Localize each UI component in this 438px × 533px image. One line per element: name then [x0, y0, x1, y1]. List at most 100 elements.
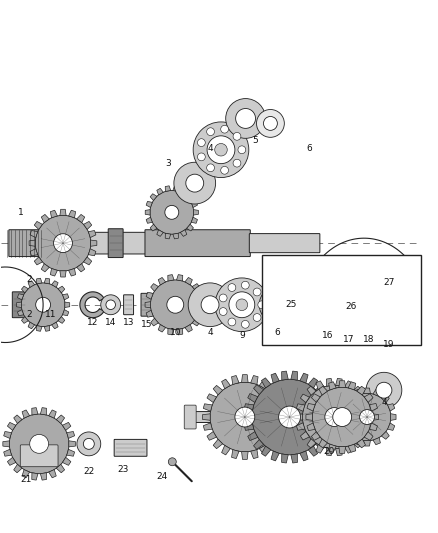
Circle shape — [219, 308, 227, 316]
Polygon shape — [80, 292, 104, 318]
Polygon shape — [146, 310, 153, 317]
Polygon shape — [22, 470, 30, 478]
Polygon shape — [158, 278, 166, 285]
Circle shape — [325, 408, 344, 426]
Polygon shape — [198, 292, 205, 299]
Polygon shape — [49, 470, 56, 478]
Polygon shape — [77, 214, 85, 223]
Text: 5: 5 — [252, 136, 258, 146]
Circle shape — [174, 162, 215, 204]
Polygon shape — [185, 278, 192, 285]
Polygon shape — [372, 414, 378, 421]
Polygon shape — [17, 302, 21, 308]
Polygon shape — [194, 209, 198, 215]
Circle shape — [168, 458, 176, 466]
Circle shape — [335, 291, 363, 319]
Circle shape — [287, 287, 322, 322]
Polygon shape — [165, 233, 171, 239]
Circle shape — [236, 109, 255, 128]
Polygon shape — [34, 221, 42, 229]
Circle shape — [198, 153, 205, 161]
FancyBboxPatch shape — [396, 271, 403, 282]
Circle shape — [210, 382, 279, 452]
Circle shape — [207, 164, 215, 172]
Polygon shape — [381, 395, 389, 403]
Circle shape — [364, 300, 374, 310]
FancyBboxPatch shape — [262, 255, 421, 344]
Polygon shape — [364, 394, 373, 402]
Circle shape — [198, 139, 205, 147]
Polygon shape — [285, 283, 291, 289]
Polygon shape — [297, 404, 305, 411]
Text: 9: 9 — [239, 331, 245, 340]
Polygon shape — [299, 278, 304, 282]
FancyBboxPatch shape — [249, 233, 320, 253]
Polygon shape — [359, 321, 366, 328]
Polygon shape — [151, 284, 159, 291]
Polygon shape — [29, 240, 35, 246]
Text: 4: 4 — [207, 328, 213, 337]
Circle shape — [259, 286, 296, 323]
Text: 22: 22 — [83, 467, 95, 476]
Text: 16: 16 — [321, 331, 333, 340]
Polygon shape — [373, 438, 381, 445]
Circle shape — [221, 125, 229, 133]
Polygon shape — [198, 310, 205, 317]
Polygon shape — [22, 410, 30, 418]
Polygon shape — [56, 415, 64, 423]
Polygon shape — [391, 414, 396, 421]
Circle shape — [333, 408, 352, 426]
Text: 25: 25 — [286, 300, 297, 309]
Polygon shape — [359, 431, 368, 440]
Polygon shape — [30, 249, 38, 256]
Polygon shape — [207, 432, 216, 440]
Polygon shape — [259, 379, 268, 389]
Circle shape — [241, 320, 249, 328]
Polygon shape — [267, 385, 276, 395]
Circle shape — [215, 143, 227, 156]
Text: 6: 6 — [275, 328, 280, 337]
Polygon shape — [14, 464, 22, 473]
Polygon shape — [146, 201, 152, 207]
Circle shape — [193, 122, 249, 177]
Circle shape — [377, 295, 397, 314]
Circle shape — [83, 439, 94, 449]
Polygon shape — [291, 315, 297, 321]
Polygon shape — [213, 439, 223, 449]
Polygon shape — [28, 281, 35, 287]
Polygon shape — [316, 381, 324, 390]
Polygon shape — [7, 457, 16, 465]
Circle shape — [376, 382, 392, 398]
Circle shape — [366, 373, 402, 408]
Polygon shape — [248, 393, 258, 402]
Polygon shape — [41, 214, 49, 223]
FancyBboxPatch shape — [65, 232, 146, 254]
Polygon shape — [308, 446, 318, 456]
Polygon shape — [30, 230, 38, 238]
Polygon shape — [244, 414, 252, 421]
Text: 13: 13 — [123, 318, 134, 327]
Polygon shape — [192, 318, 200, 326]
Polygon shape — [326, 378, 333, 386]
Polygon shape — [248, 432, 258, 441]
Polygon shape — [177, 274, 183, 281]
Polygon shape — [67, 449, 74, 456]
Text: 6: 6 — [307, 144, 312, 154]
Polygon shape — [207, 394, 216, 402]
Polygon shape — [28, 322, 35, 329]
Polygon shape — [315, 385, 325, 394]
Polygon shape — [146, 292, 153, 299]
Polygon shape — [277, 423, 286, 430]
Polygon shape — [325, 403, 335, 411]
Circle shape — [233, 132, 241, 140]
Circle shape — [258, 301, 265, 309]
Polygon shape — [339, 381, 346, 387]
Circle shape — [257, 109, 284, 138]
Circle shape — [77, 432, 101, 456]
Polygon shape — [321, 393, 332, 402]
Polygon shape — [381, 431, 389, 439]
Circle shape — [279, 406, 300, 428]
Polygon shape — [280, 304, 286, 310]
Circle shape — [272, 270, 331, 329]
Polygon shape — [351, 282, 358, 289]
